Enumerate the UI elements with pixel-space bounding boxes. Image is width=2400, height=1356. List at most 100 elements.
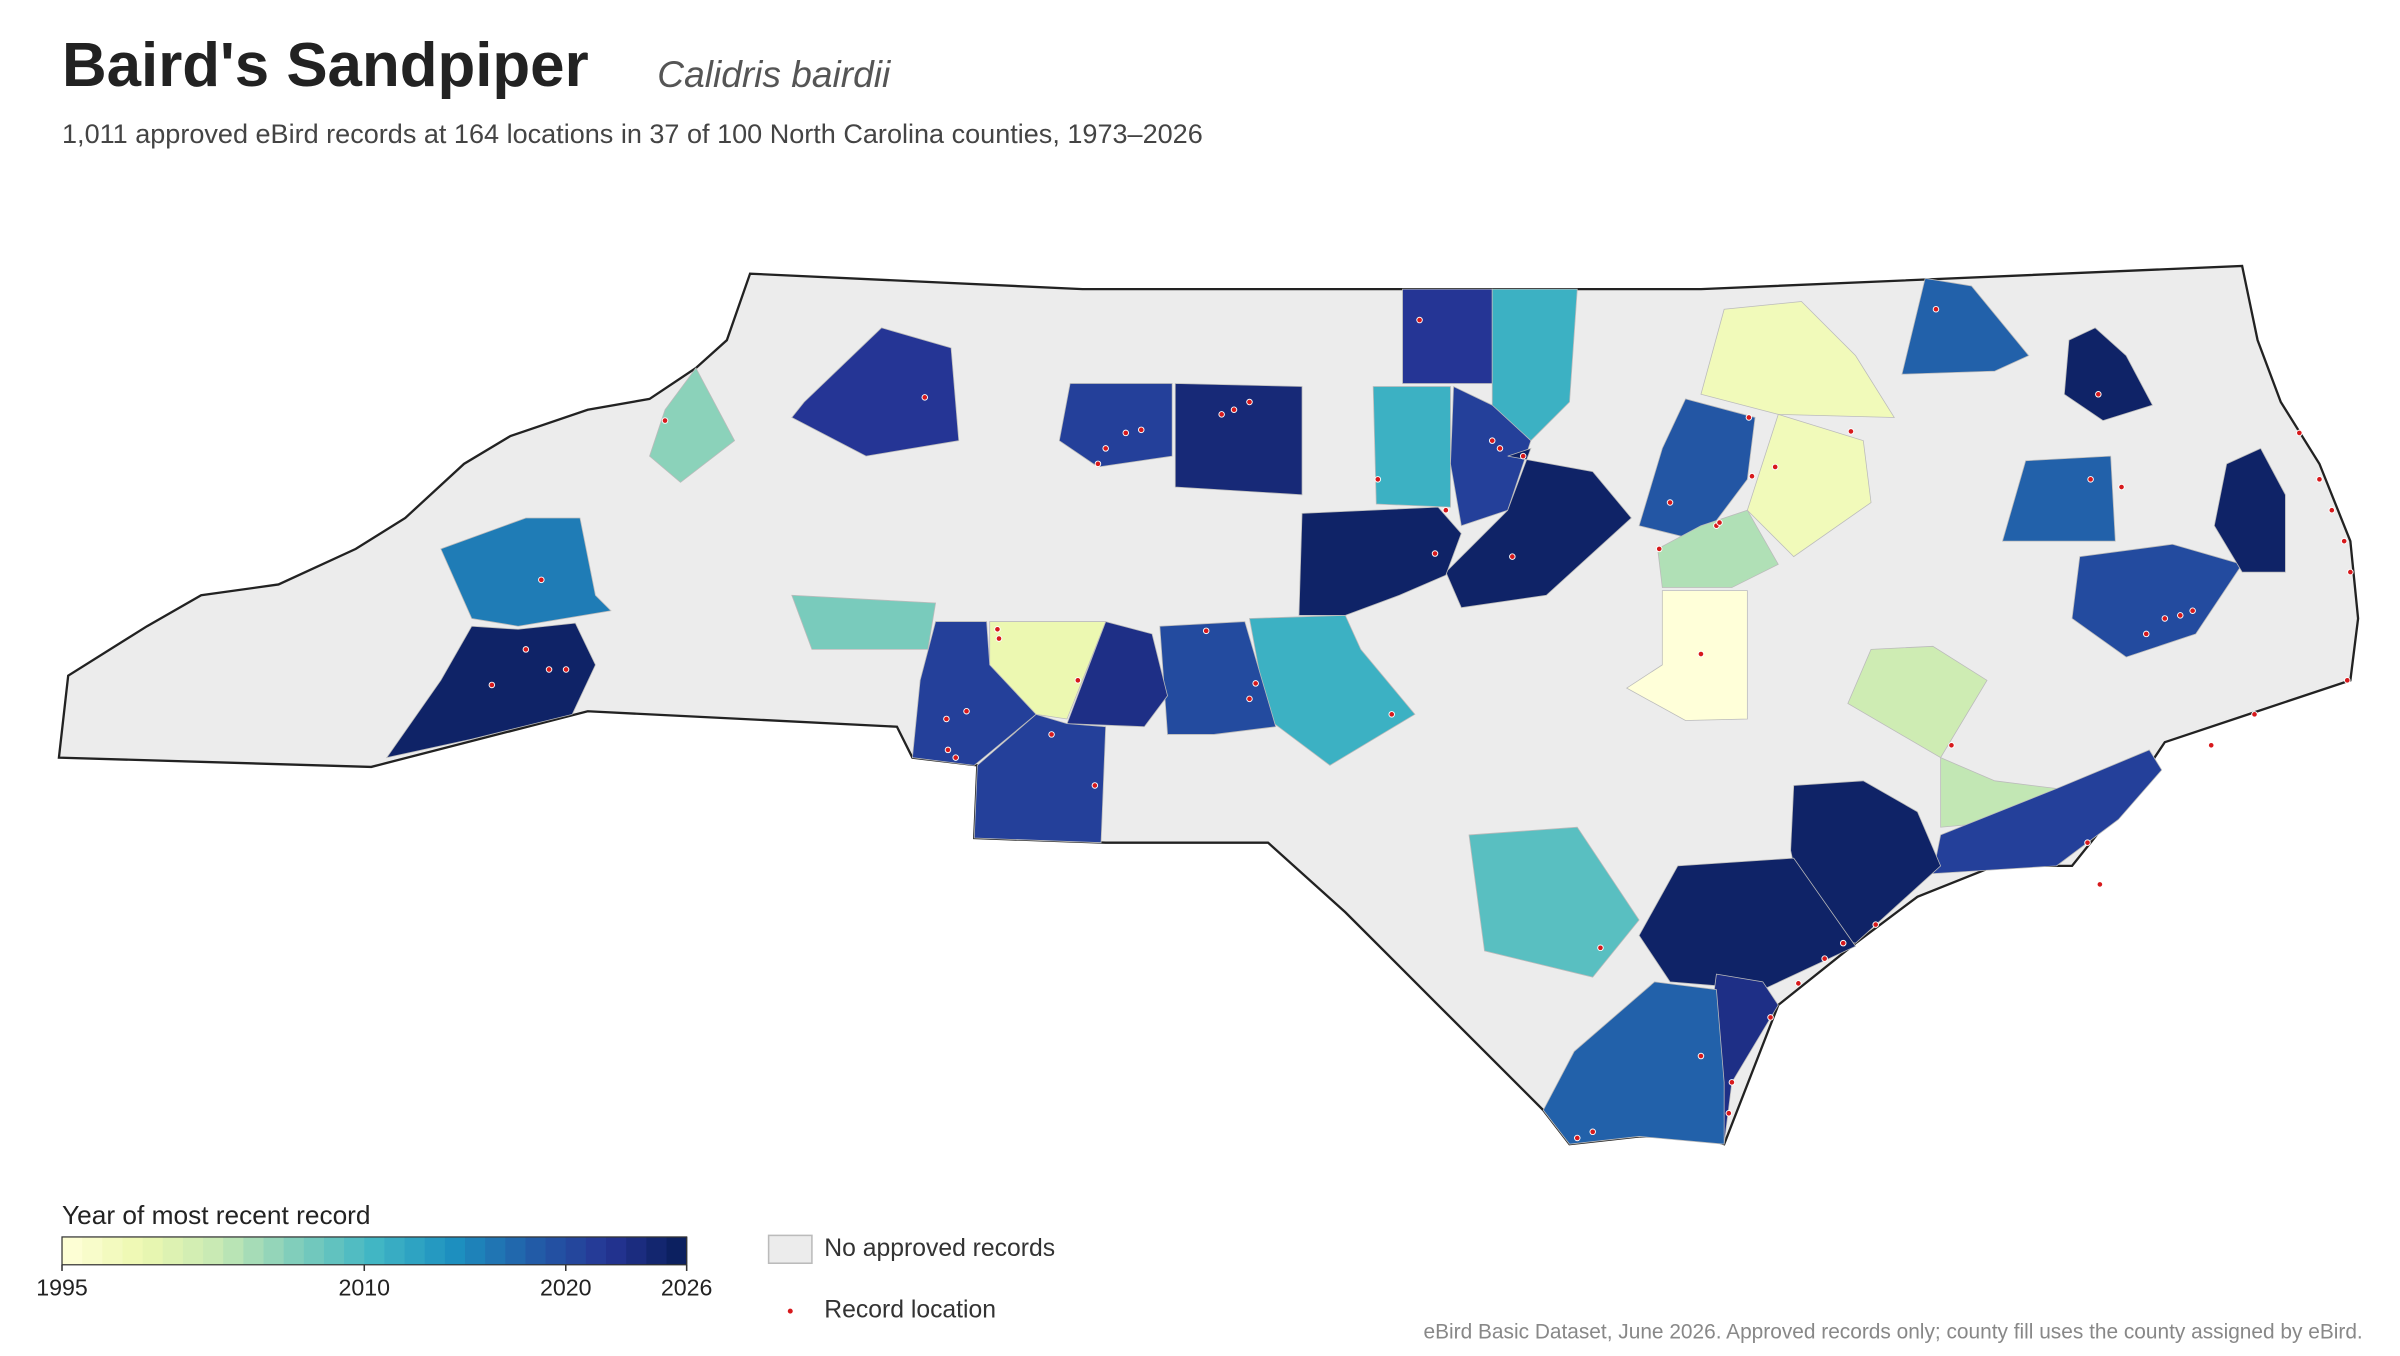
record-location xyxy=(1388,711,1395,718)
county xyxy=(911,621,1037,766)
record-location xyxy=(1137,426,1145,434)
county xyxy=(1746,413,1872,558)
county xyxy=(973,713,1107,844)
record-location xyxy=(2344,677,2351,684)
colorbar-step xyxy=(223,1236,244,1265)
record-location xyxy=(1094,460,1102,468)
no-data-swatch xyxy=(767,1234,813,1265)
record-location xyxy=(1202,627,1210,635)
record-location xyxy=(661,417,669,424)
record-location xyxy=(2189,607,2196,614)
record-location xyxy=(1589,1128,1596,1136)
record-location xyxy=(1102,445,1109,452)
record-location xyxy=(1697,1052,1705,1060)
county xyxy=(1159,621,1277,735)
colorbar-frame xyxy=(61,1236,688,1266)
county xyxy=(1402,288,1493,384)
colorbar-step xyxy=(545,1236,567,1265)
record-location xyxy=(1048,731,1055,738)
record-location xyxy=(2095,391,2102,398)
title: Baird's Sandpiper xyxy=(62,31,589,100)
county xyxy=(1625,590,1748,721)
record-location xyxy=(944,746,952,754)
county xyxy=(1491,288,1578,442)
record-location xyxy=(1122,429,1130,437)
record-location xyxy=(2296,429,2303,437)
colorbar-step xyxy=(243,1236,265,1265)
colorbar-step xyxy=(303,1236,325,1265)
record-location xyxy=(1847,428,1855,435)
colorbar-step xyxy=(646,1236,668,1265)
record-location xyxy=(1218,411,1225,418)
record-location xyxy=(2328,506,2336,514)
colorbar-tick-label: 1995 xyxy=(36,1275,88,1301)
county xyxy=(2063,327,2154,421)
scientific-name: Calidris bairdii xyxy=(657,53,892,95)
colorbar-step xyxy=(203,1236,224,1265)
subtitle: 1,011 approved eBird records at 164 loca… xyxy=(62,119,1203,149)
colorbar-step xyxy=(344,1236,365,1265)
colorbar-step xyxy=(465,1236,486,1265)
record-location xyxy=(1725,1110,1733,1117)
record-location xyxy=(994,626,1001,633)
record-location xyxy=(2340,537,2348,545)
record-location xyxy=(1697,650,1705,658)
colorbar-step xyxy=(364,1236,386,1265)
county xyxy=(440,517,612,627)
record-location xyxy=(995,635,1003,642)
county xyxy=(1901,277,2030,375)
map xyxy=(57,264,2360,1146)
record-location xyxy=(1728,1079,1736,1086)
county xyxy=(1847,645,1988,759)
record-location xyxy=(522,646,530,653)
record-location xyxy=(1597,944,1604,952)
colorbar-step xyxy=(384,1236,406,1265)
colorbar-step xyxy=(62,1236,83,1265)
record-location xyxy=(1748,472,1756,480)
colorbar-step xyxy=(585,1236,607,1265)
record-location xyxy=(1416,316,1423,324)
colorbar-step xyxy=(323,1236,345,1265)
record-location xyxy=(2096,881,2104,888)
colorbar-step xyxy=(485,1236,506,1265)
county xyxy=(1445,447,1632,609)
colorbar-step xyxy=(444,1236,466,1265)
county xyxy=(791,594,937,650)
county xyxy=(791,327,960,457)
record-location xyxy=(2084,839,2091,846)
record-location xyxy=(2177,612,2184,619)
colorbar-step xyxy=(626,1236,647,1265)
point-label: Record location xyxy=(824,1297,996,1324)
record-location xyxy=(2207,742,2215,749)
colorbar-tick-label: 2010 xyxy=(338,1275,390,1301)
source-note: eBird Basic Dataset, June 2026. Approved… xyxy=(1424,1320,2363,1343)
colorbar-step xyxy=(606,1236,627,1265)
no-data-label: No approved records xyxy=(824,1235,1055,1262)
county xyxy=(1700,301,1895,418)
colorbar-step xyxy=(565,1236,587,1265)
record-location xyxy=(1509,553,1516,560)
county xyxy=(385,622,596,759)
record-location xyxy=(1488,437,1496,444)
record-location xyxy=(1948,742,1955,749)
point-swatch xyxy=(787,1308,793,1314)
record-location xyxy=(488,681,496,689)
county xyxy=(1174,383,1303,496)
record-location xyxy=(1716,519,1723,526)
county xyxy=(649,367,736,483)
county xyxy=(2001,455,2116,542)
county xyxy=(1542,981,1725,1145)
colorbar-step xyxy=(505,1236,527,1265)
record-location xyxy=(538,576,545,584)
record-location xyxy=(1246,695,1253,703)
county xyxy=(1468,826,1640,978)
record-location xyxy=(1767,1014,1774,1021)
colorbar-step xyxy=(666,1236,688,1265)
record-location xyxy=(1745,414,1753,421)
colorbar-step xyxy=(82,1236,103,1265)
county xyxy=(2213,447,2286,573)
record-location xyxy=(545,666,553,673)
record-location xyxy=(1252,680,1259,687)
record-location xyxy=(1091,782,1099,789)
colorbar-tick-label: 2026 xyxy=(661,1275,713,1301)
